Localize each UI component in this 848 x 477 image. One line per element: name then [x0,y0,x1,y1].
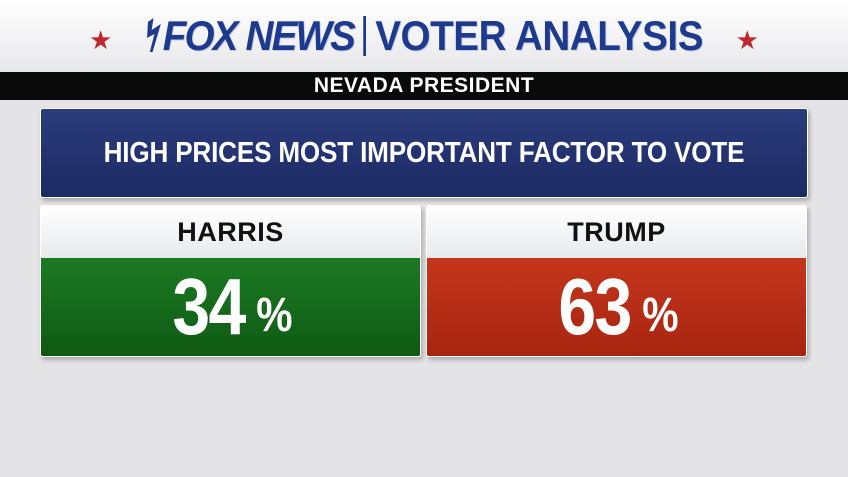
candidate-name: TRUMP [427,206,806,258]
star-icon: ★ [89,25,113,55]
candidate-result: 63 % [427,258,806,356]
question-panel: HIGH PRICES MOST IMPORTANT FACTOR TO VOT… [40,108,808,198]
candidate-card-harris: HARRIS 34 % [40,205,421,357]
candidate-result: 34 % [41,258,420,356]
race-title: NEVADA PRESIDENT [313,74,535,97]
star-icon: ★ [735,25,759,55]
question-text: HIGH PRICES MOST IMPORTANT FACTOR TO VOT… [103,136,745,169]
brand-divider [363,16,367,56]
result-number: 63 [558,262,632,351]
result-number: 34 [172,262,246,351]
network-name: FOX NEWS [163,12,356,59]
header-bar: ★ FOX NEWS VOTER ANALYSIS ★ [0,0,848,72]
race-bar: NEVADA PRESIDENT [0,72,848,100]
candidate-name: HARRIS [41,206,420,258]
result-unit: % [641,288,679,342]
fox-logo-icon [145,16,163,56]
result-unit: % [255,288,293,342]
brand-lockup: FOX NEWS VOTER ANALYSIS [145,12,704,60]
candidate-card-trump: TRUMP 63 % [426,205,807,357]
section-title: VOTER ANALYSIS [375,12,704,59]
